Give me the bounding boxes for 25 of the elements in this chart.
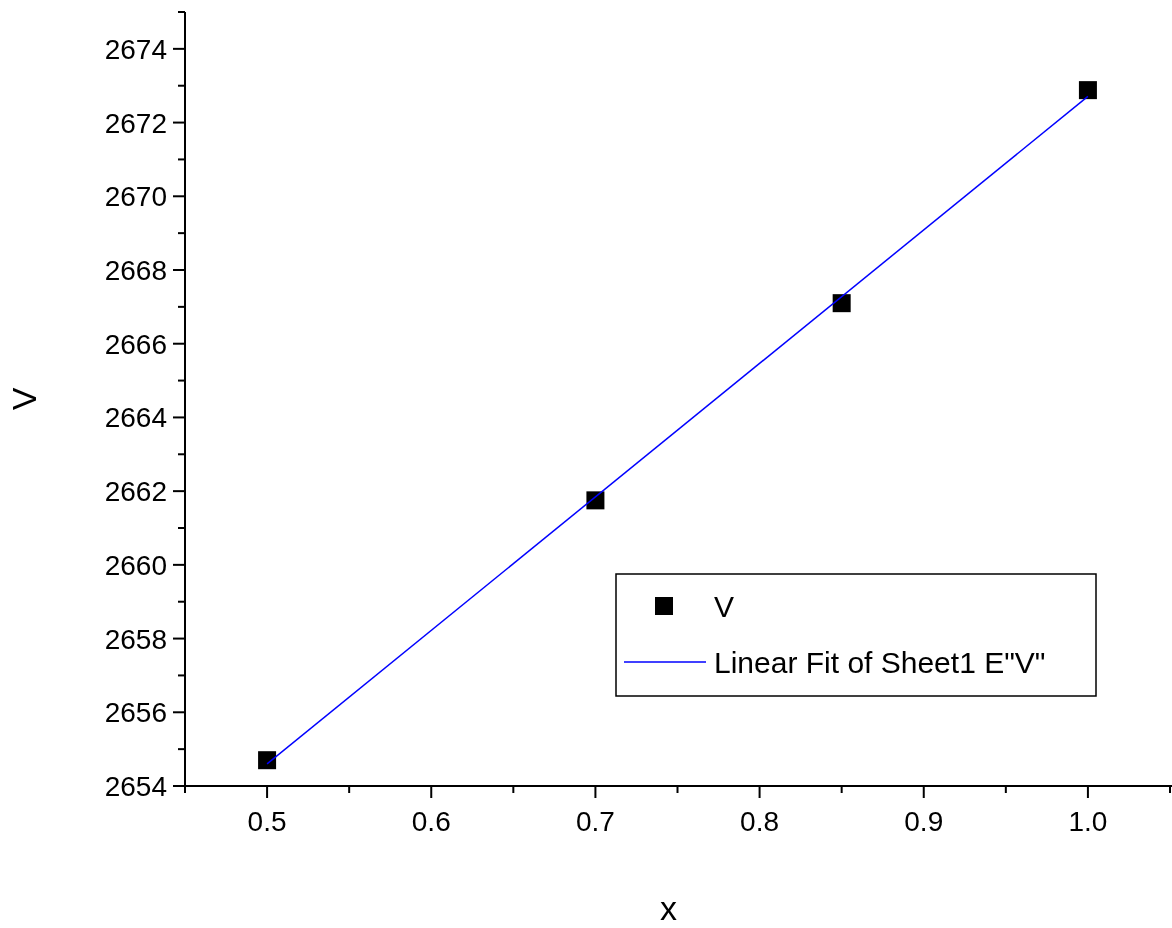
point — [832, 294, 851, 313]
point — [586, 491, 605, 510]
x-tick-label: 0.6 — [411, 806, 451, 837]
y-tick-label: 2662 — [104, 476, 167, 508]
x-tick-label: 0.8 — [740, 806, 780, 837]
y-tick-label: 2670 — [104, 181, 167, 213]
y-tick-label: 2658 — [104, 623, 167, 655]
x-axis-title: x — [660, 889, 677, 927]
point — [258, 751, 277, 770]
y-tick-label: 2666 — [104, 328, 167, 360]
x-tick-label: 1.0 — [1068, 806, 1108, 837]
y-tick-label: 2654 — [104, 771, 167, 802]
y-tick-label: 2664 — [104, 402, 167, 434]
legend-label: V — [714, 590, 735, 623]
y-tick-label: 2660 — [104, 549, 167, 581]
x-tick-label: 0.5 — [247, 806, 287, 837]
x-tick-label: 0.9 — [904, 806, 944, 837]
point — [1078, 81, 1097, 100]
y-tick-label: 2674 — [104, 33, 167, 65]
y-tick-label: 2656 — [104, 697, 167, 729]
y-tick-label: 2672 — [104, 107, 167, 139]
x-tick-label: 0.7 — [575, 806, 615, 837]
y-tick-label: 2668 — [104, 255, 167, 286]
y-axis-title: V — [5, 387, 43, 411]
legend-label: Linear Fit of Sheet1 E"V" — [714, 646, 1046, 679]
